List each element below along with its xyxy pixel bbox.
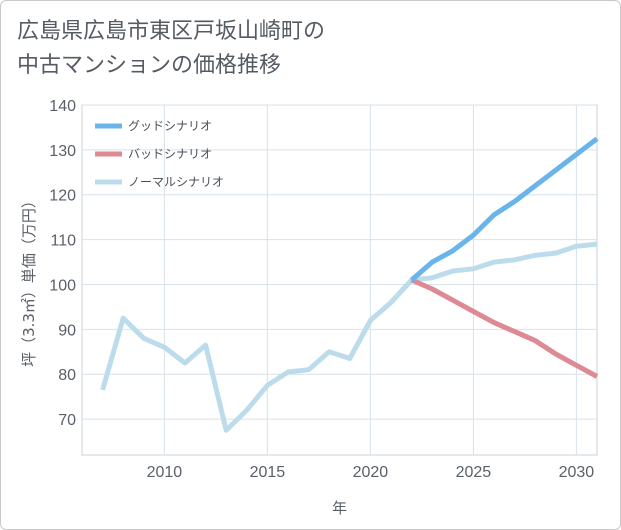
y-tick-label: 110 bbox=[50, 233, 76, 250]
legend-label: グッドシナリオ bbox=[128, 119, 212, 133]
chart-title-line1: 広島県広島市東区戸坂山崎町の bbox=[17, 19, 326, 44]
x-tick-label: 2020 bbox=[353, 464, 389, 481]
series-line-1 bbox=[410, 277, 599, 379]
legend-label: バッドシナリオ bbox=[128, 147, 212, 161]
chart-title-line2: 中古マンションの価格推移 bbox=[17, 53, 282, 78]
series bbox=[100, 136, 599, 433]
legend-label: ノーマルシナリオ bbox=[128, 175, 224, 189]
x-tick-label: 2025 bbox=[456, 464, 492, 481]
y-tick-label: 140 bbox=[49, 98, 76, 115]
x-tick-label: 2015 bbox=[250, 464, 286, 481]
y-tick-label: 90 bbox=[58, 322, 76, 339]
series-line-0 bbox=[409, 136, 599, 282]
y-tick-label: 80 bbox=[58, 367, 76, 384]
x-tick-label: 2010 bbox=[147, 464, 183, 481]
y-tick-label: 120 bbox=[49, 188, 76, 205]
y-tick-label: 70 bbox=[58, 412, 76, 429]
series-line-2 bbox=[100, 241, 598, 433]
y-tick-label: 100 bbox=[49, 277, 76, 294]
y-axis-title: 坪（3.3㎡）単価（万円） bbox=[20, 193, 38, 367]
x-tick-label: 2030 bbox=[559, 464, 595, 481]
x-axis-title: 年 bbox=[332, 499, 347, 517]
tick-labels: 70 80 90 100 110 120 130 140 2010 2015 2020 2025 203… bbox=[49, 98, 594, 481]
grid bbox=[81, 104, 598, 456]
y-tick-label: 130 bbox=[49, 143, 76, 160]
chart-title: 広島県広島市東区戸坂山崎町の 中古マンションの価格推移 bbox=[17, 15, 325, 83]
